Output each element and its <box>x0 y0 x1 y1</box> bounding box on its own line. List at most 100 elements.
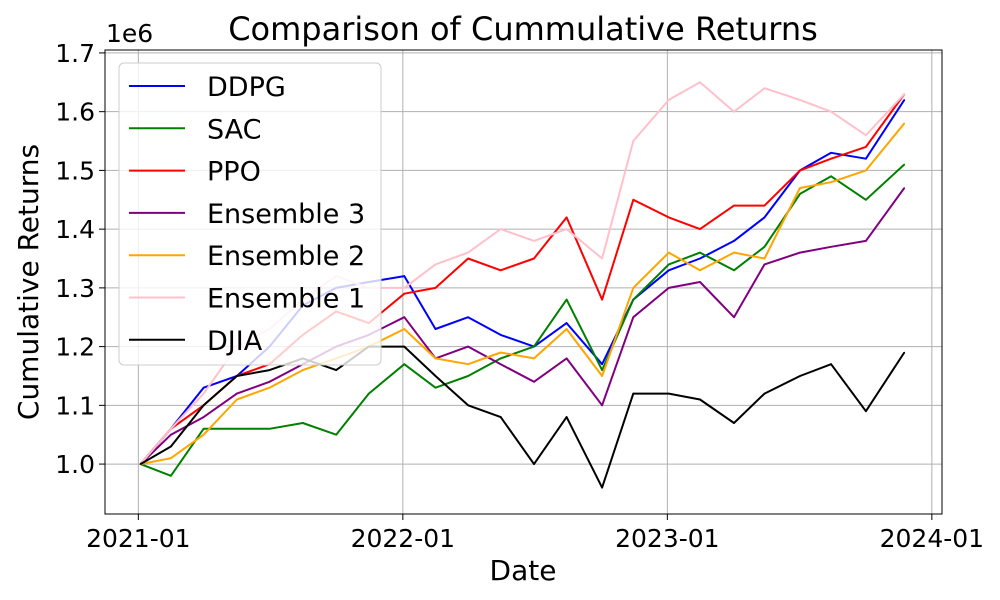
series-line <box>139 187 906 465</box>
data-point <box>903 163 906 166</box>
data-point <box>434 386 437 389</box>
legend-box <box>118 62 382 366</box>
data-point <box>268 428 271 430</box>
data-point <box>733 240 735 242</box>
data-point <box>632 287 635 289</box>
data-point <box>699 269 701 272</box>
y-axis-ticks: 1.0 1.1 1.2 1.3 1.4 1.5 1.6 1.7 <box>55 39 105 479</box>
legend-label: SAC <box>207 114 262 145</box>
legend-label: Ensemble 3 <box>207 199 365 230</box>
data-point <box>865 157 867 160</box>
data-point <box>499 351 502 354</box>
data-point <box>668 263 670 266</box>
data-point <box>830 110 832 113</box>
series-line <box>139 93 906 465</box>
y-tick-label: 1.3 <box>55 274 95 303</box>
data-point <box>763 263 766 266</box>
data-point <box>763 246 766 248</box>
data-point <box>699 398 701 401</box>
data-point <box>903 93 906 95</box>
y-tick-label: 1.0 <box>55 450 95 479</box>
data-point <box>499 357 502 360</box>
data-point <box>434 263 437 266</box>
y-tick-label: 1.1 <box>55 391 95 420</box>
data-point <box>601 363 603 366</box>
data-point <box>763 257 766 260</box>
data-point <box>668 99 670 101</box>
data-point <box>434 375 437 377</box>
data-point <box>202 428 205 430</box>
legend-label: Ensemble 2 <box>207 241 365 272</box>
data-point <box>236 375 238 377</box>
legend-label: PPO <box>207 157 261 188</box>
data-point <box>733 251 735 254</box>
x-axis-label: Date <box>490 554 557 587</box>
data-point <box>830 152 832 154</box>
data-point <box>733 204 735 207</box>
data-point <box>865 134 867 136</box>
data-point <box>799 251 801 254</box>
data-point <box>601 375 603 377</box>
data-point <box>601 486 603 489</box>
data-point <box>799 187 801 189</box>
data-point <box>335 433 338 436</box>
y-tick-label: 1.5 <box>55 156 95 185</box>
data-point <box>668 287 670 289</box>
data-point <box>434 328 437 330</box>
data-point <box>903 99 906 101</box>
data-point <box>533 357 535 360</box>
data-point <box>565 228 568 230</box>
data-point <box>170 475 172 477</box>
data-point <box>335 369 338 371</box>
data-point <box>699 81 701 84</box>
legend: DDPG SAC PPO Ensemble 3 Ensemble 2 Ensemble 1… <box>118 62 382 366</box>
legend-label: Ensemble 1 <box>207 284 365 315</box>
data-point <box>434 287 437 289</box>
data-point <box>565 298 568 301</box>
y-tick-label: 1.6 <box>55 98 95 127</box>
data-point <box>565 357 568 360</box>
data-point <box>202 433 205 436</box>
data-point <box>632 199 635 201</box>
data-point <box>499 269 502 272</box>
data-point <box>799 193 801 195</box>
data-point <box>170 428 172 430</box>
data-point <box>434 357 437 360</box>
data-point <box>467 251 469 254</box>
data-point <box>830 175 832 178</box>
data-point <box>830 246 832 248</box>
data-point <box>202 416 205 418</box>
data-point <box>799 99 801 101</box>
chart-title: Comparison of Cummulative Returns <box>228 10 818 48</box>
data-point <box>601 404 603 407</box>
data-point <box>368 392 370 395</box>
series-sac <box>139 163 906 477</box>
data-point <box>668 216 670 219</box>
data-point <box>302 422 304 424</box>
x-tick-label: 2024-01 <box>880 524 984 553</box>
data-point <box>302 369 304 371</box>
y-offset-label: 1e6 <box>106 19 153 48</box>
data-point <box>467 363 469 366</box>
data-point <box>565 416 568 418</box>
data-point <box>601 298 603 301</box>
data-point <box>467 404 469 407</box>
data-point <box>632 316 635 319</box>
data-point <box>533 381 535 383</box>
series-djia <box>139 345 906 489</box>
y-tick-label: 1.7 <box>55 39 95 68</box>
series-line <box>140 122 906 466</box>
data-point <box>799 375 801 377</box>
data-point <box>903 351 906 354</box>
data-point <box>139 463 142 465</box>
data-point <box>865 169 867 172</box>
data-point <box>903 187 906 189</box>
data-point <box>533 345 535 348</box>
data-point <box>170 457 172 460</box>
data-point <box>499 416 502 418</box>
data-point <box>601 369 603 371</box>
data-point <box>499 228 502 230</box>
data-point <box>236 392 238 395</box>
data-point <box>865 410 867 413</box>
